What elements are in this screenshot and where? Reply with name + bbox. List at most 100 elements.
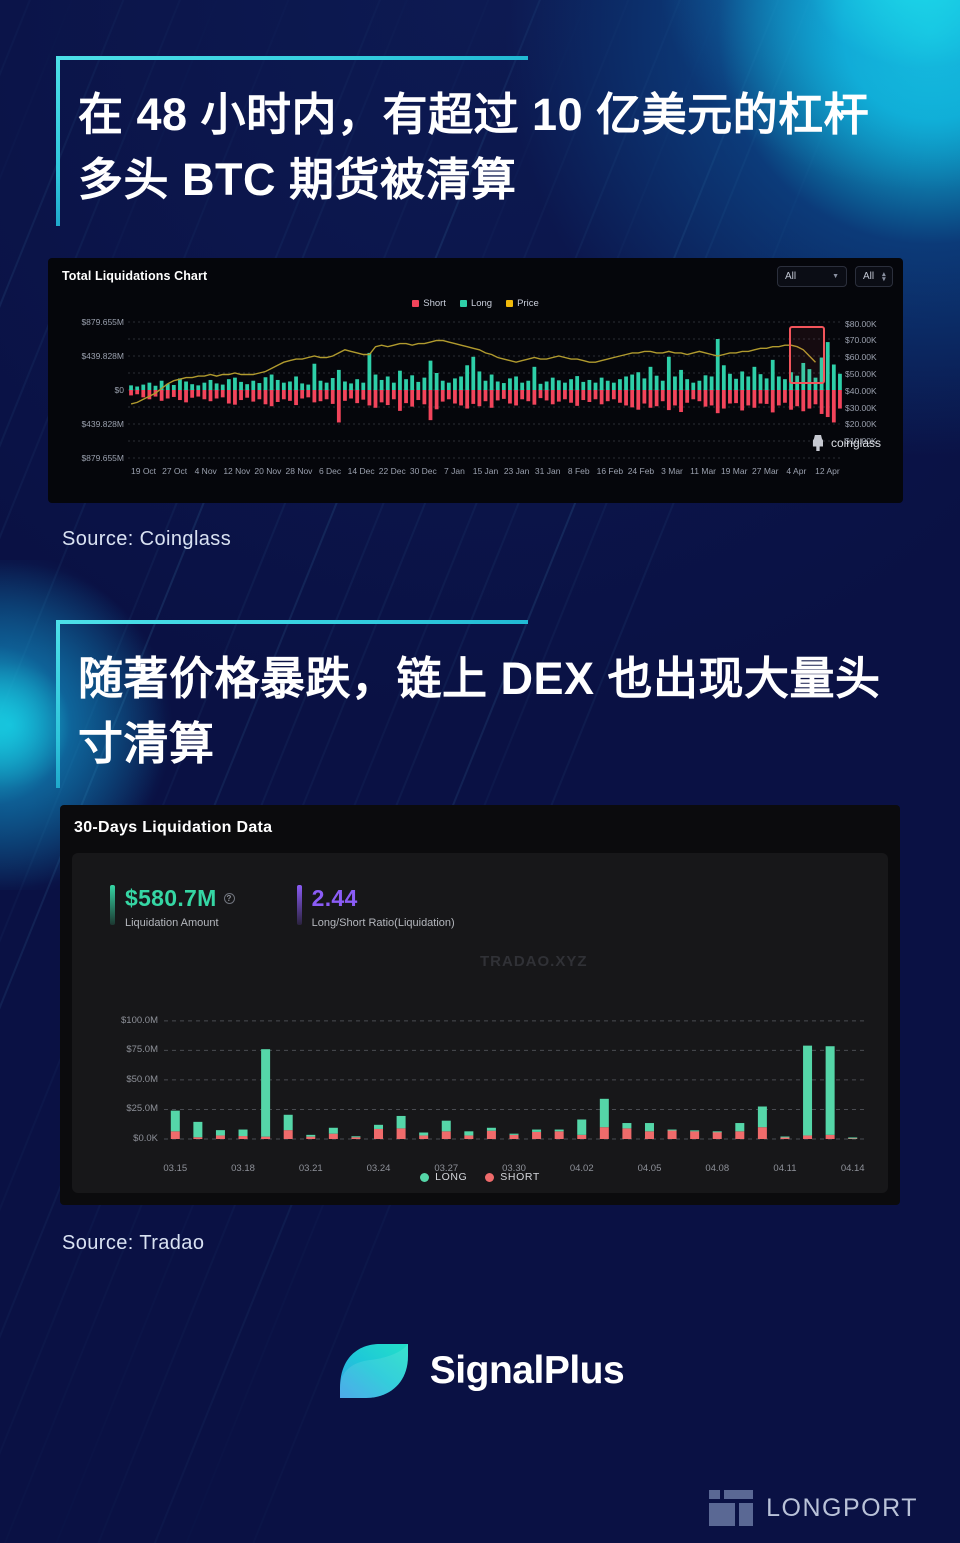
chart1-long-bar xyxy=(184,381,188,390)
chart2-short-bar xyxy=(328,1133,338,1139)
chart1-short-bar xyxy=(349,390,353,399)
period-select[interactable]: All ▼ xyxy=(777,266,847,287)
chart1-long-bar xyxy=(538,383,543,390)
chart1-short-bar xyxy=(770,390,775,413)
chart2-x-axis-label: 03.24 xyxy=(366,1163,391,1174)
chart1-long-bar xyxy=(709,376,714,390)
chart1-short-bar xyxy=(666,390,671,411)
legend-label: Price xyxy=(517,298,539,309)
total-liquidations-chart-card: Total Liquidations Chart All ▼ All ▴ ▾ Sh… xyxy=(48,258,903,503)
chart1-long-bar xyxy=(214,383,219,390)
chart1-short-bar xyxy=(453,390,457,404)
chart1-short-bar xyxy=(715,390,720,414)
liquidation-data-card: 30-Days Liquidation Data $580.7M? Liquida… xyxy=(60,805,900,1205)
chart2-y-axis-label: $100.0M xyxy=(121,1014,158,1026)
chart2-short-bar xyxy=(803,1135,813,1139)
chart1-short-bar xyxy=(385,390,390,406)
stat-label: Liquidation Amount xyxy=(125,917,219,929)
chart1-short-bar xyxy=(776,390,781,406)
chart1-short-bar xyxy=(391,390,396,400)
chart2-y-axis-label: $75.0M xyxy=(126,1044,158,1056)
chart1-long-bar xyxy=(605,380,610,390)
chart1-short-bar xyxy=(544,390,549,401)
chart1-long-bar xyxy=(233,377,237,390)
chart2-long-bar xyxy=(261,1049,271,1137)
chart1-short-bar xyxy=(508,390,512,404)
chart1-x-axis-label: 6 Dec xyxy=(318,466,342,476)
chart1-long-bar xyxy=(343,381,347,390)
chart1-short-bar xyxy=(807,390,812,409)
chart2-long-bar xyxy=(690,1130,700,1132)
longport-brand-name: LONGPORT xyxy=(766,1493,918,1522)
chart2-long-bar xyxy=(283,1114,293,1131)
chart1-x-axis-label: 30 Dec xyxy=(409,466,437,476)
legend-swatch xyxy=(420,1172,430,1182)
chart1-long-bar xyxy=(306,384,311,390)
chart2-long-bar xyxy=(735,1123,745,1132)
chart1-long-bar xyxy=(746,376,751,390)
chart1-x-axis-label: 14 Dec xyxy=(347,466,375,476)
chart2-long-bar xyxy=(622,1123,632,1129)
chart1-short-bar xyxy=(459,390,463,406)
chart2-short-bar xyxy=(306,1136,316,1139)
chart1-short-bar xyxy=(593,390,598,400)
chart1-legend: Short Long Price xyxy=(48,298,903,309)
chart1-short-bar xyxy=(703,390,708,407)
exchange-select[interactable]: All ▴ ▾ xyxy=(855,266,893,287)
chart1-y2-axis-label: $70.00K xyxy=(845,335,877,346)
chart1-short-bar xyxy=(599,390,604,405)
chart1-short-bar xyxy=(636,390,641,410)
chart1-short-bar xyxy=(398,390,402,411)
chart1-short-bar xyxy=(801,390,806,412)
headline-block-1: 在 48 小时内，有超过 10 亿美元的杠杆多头 BTC 期货被清算 xyxy=(56,56,916,226)
chart1-long-bar xyxy=(171,384,176,390)
chart1-long-bar xyxy=(807,369,812,390)
chart1-short-bar xyxy=(471,390,476,404)
chart1-short-bar xyxy=(550,390,555,405)
chart2-x-axis-label: 04.11 xyxy=(773,1163,797,1174)
exchange-select-value: All xyxy=(863,271,875,282)
chart2-y-axis-label: $25.0M xyxy=(126,1103,158,1115)
chart1-long-bar xyxy=(147,382,152,390)
chart2-short-bar xyxy=(283,1130,293,1139)
chart2-short-bar xyxy=(396,1128,406,1139)
chart1-short-bar xyxy=(685,390,690,403)
chart1-x-axis-label: 20 Nov xyxy=(254,466,282,476)
chart2-long-bar xyxy=(238,1129,248,1137)
chart2-legend-item: SHORT xyxy=(485,1171,540,1183)
chart1-short-bar xyxy=(404,390,408,404)
chart1-long-bar xyxy=(642,378,647,390)
chart2-long-bar xyxy=(351,1136,361,1138)
chart1-long-bar xyxy=(587,379,592,390)
chart1-short-bar xyxy=(838,390,842,409)
chart2-long-bar xyxy=(825,1046,835,1135)
chart1-short-bar xyxy=(178,390,182,401)
info-icon[interactable]: ? xyxy=(223,893,235,904)
chart2-short-bar xyxy=(825,1134,835,1139)
chart1-short-bar xyxy=(728,390,732,404)
chart1-long-bar xyxy=(141,384,146,390)
stat-value: 2.44 xyxy=(311,885,358,911)
chart1-long-bar xyxy=(178,378,182,390)
chart1-long-bar xyxy=(673,376,677,390)
chart1-long-bar xyxy=(318,380,323,390)
chart1-short-bar xyxy=(538,390,543,399)
chart1-short-bar xyxy=(379,390,384,403)
chart1-short-bar xyxy=(514,390,518,406)
chart1-long-bar xyxy=(679,369,683,390)
chart1-short-bar xyxy=(159,390,164,401)
chart1-long-bar xyxy=(495,381,500,390)
chart2-long-bar xyxy=(757,1106,767,1128)
chart2-long-bar xyxy=(803,1045,813,1136)
chart1-short-bar xyxy=(489,390,494,408)
legend-label: Short xyxy=(423,298,446,309)
chart1-long-bar xyxy=(575,376,580,390)
chart1-x-axis-label: 27 Oct xyxy=(162,466,188,476)
chart1-short-bar xyxy=(343,390,347,401)
chart1-long-bar xyxy=(752,366,757,390)
chart1-long-bar xyxy=(459,376,463,390)
chart1-short-bar xyxy=(288,390,292,401)
headline-2-top-rule xyxy=(56,620,528,624)
chart1-long-bar xyxy=(312,363,317,390)
chart2-long-bar xyxy=(644,1123,654,1132)
